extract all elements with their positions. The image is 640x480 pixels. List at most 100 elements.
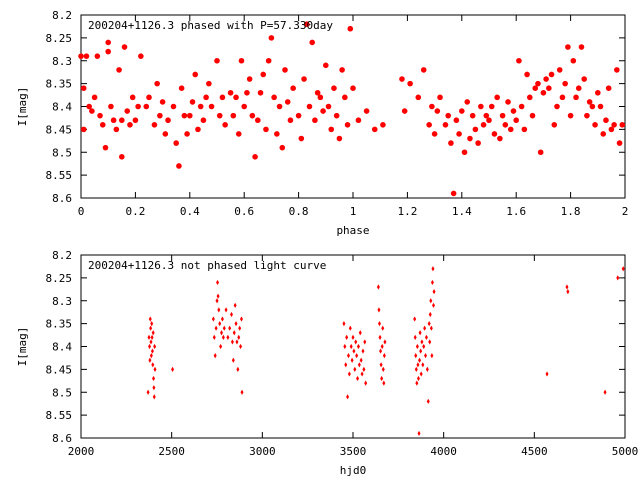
data-point [298,135,305,142]
data-point [415,380,419,386]
data-point [486,117,492,124]
data-point [420,67,427,73]
data-point [325,103,332,110]
data-point [230,112,237,119]
data-point [378,334,382,340]
data-point [99,122,106,128]
data-point [377,307,381,313]
data-point [415,343,419,350]
data-point [505,99,511,105]
data-point [616,140,623,146]
data-point [516,57,522,64]
data-point [159,99,166,105]
data-point [480,122,487,128]
data-point [119,154,125,160]
data-point [150,334,154,340]
y-tick-label: 8.55 [46,409,73,422]
data-point [417,430,421,437]
data-point [608,126,615,133]
data-point [431,131,438,137]
data-point [420,339,424,345]
data-point [592,122,598,128]
data-point [461,149,468,156]
data-point [551,122,558,128]
data-point [342,321,346,327]
data-point [559,94,566,101]
data-point [276,103,283,110]
data-point [347,371,351,377]
data-point [149,353,153,359]
data-point [216,112,223,119]
data-point [355,117,362,124]
data-point [565,44,571,50]
data-point [379,348,383,354]
chart-phased: 0 0.2 0.4 0.6 0.8 1 1.2 1.4 1.6 1.8 2 8.2 8.25 8.3 8.3… [16,9,628,237]
data-point [566,289,570,295]
x-tick-label: 3500 [340,445,367,458]
data-point [206,80,212,87]
data-point [129,94,136,101]
data-point [537,149,544,156]
data-point [152,385,156,391]
data-point [238,57,245,64]
x-axis-label: phase [336,224,369,237]
data-point [221,334,225,340]
y-tick-label: 8.4 [52,101,72,114]
data-point [357,362,361,368]
data-point [110,117,117,124]
y-tick-label: 8.3 [52,55,72,68]
data-point [138,53,144,59]
data-point [619,122,626,128]
x-tick-label: 0.2 [125,205,145,218]
data-point [274,131,280,137]
data-point [151,122,158,128]
data-point [178,85,185,91]
data-point [260,71,267,78]
x-tick-label: 0.6 [234,205,254,218]
data-point [532,85,539,91]
x-tick-label: 3000 [249,445,276,458]
data-point [336,135,343,142]
data-point [469,112,476,119]
data-point [284,99,291,105]
data-point [423,325,427,331]
data-point [431,266,435,272]
data-point [567,112,574,119]
data-point [157,112,163,119]
data-point [432,289,436,295]
data-point [94,53,101,59]
data-point [219,94,226,101]
x-tick-label: 1.2 [397,205,417,218]
data-point [472,126,479,133]
data-point [427,321,431,327]
data-point [228,325,232,331]
data-point [348,325,352,331]
data-point [345,334,349,340]
data-point [220,330,224,336]
data-point [424,353,428,359]
data-point [467,135,473,142]
data-point [380,343,384,350]
data-point [208,103,215,110]
data-point [543,76,549,82]
data-point [91,94,98,101]
data-point [603,389,607,395]
data-point [246,76,253,82]
data-point [287,117,294,124]
y-tick-label: 8.3 [52,295,72,308]
data-point [407,80,413,87]
data-point [153,366,157,372]
data-point [197,103,204,110]
data-point [414,366,418,372]
data-point [148,316,152,322]
data-point [309,39,316,46]
y-tick-label: 8.55 [46,169,73,182]
data-point [456,131,462,137]
data-point [416,362,420,368]
data-point [497,135,503,142]
data-point [499,112,506,119]
data-point [597,103,604,110]
data-point [238,325,242,331]
data-point [344,122,351,128]
